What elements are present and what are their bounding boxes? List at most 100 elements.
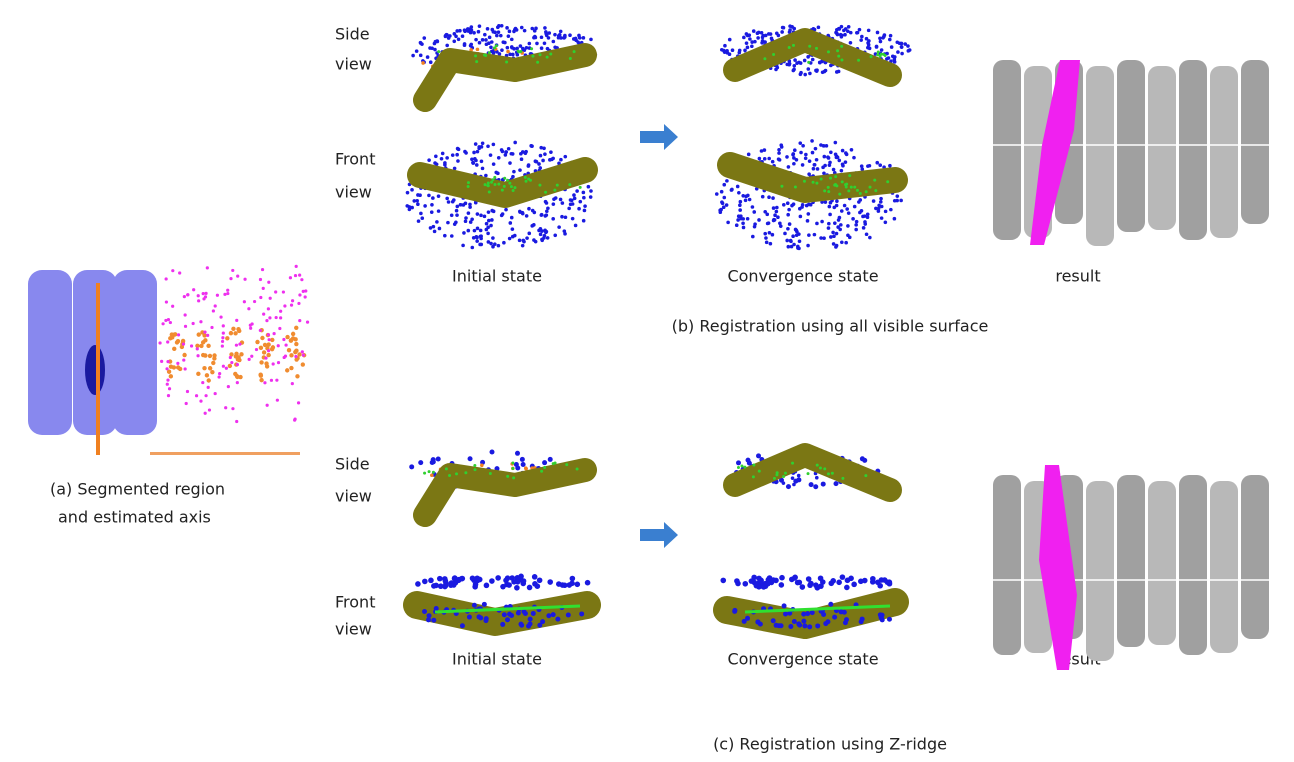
point xyxy=(547,36,551,40)
point xyxy=(874,189,877,192)
point xyxy=(543,466,546,469)
point xyxy=(532,223,536,227)
point xyxy=(777,34,781,38)
point xyxy=(282,290,285,293)
point xyxy=(514,585,520,591)
point xyxy=(294,342,298,346)
point xyxy=(452,39,456,43)
point xyxy=(799,71,803,75)
point xyxy=(842,610,847,615)
point xyxy=(489,578,495,584)
point xyxy=(455,153,459,157)
point xyxy=(884,210,888,214)
point xyxy=(208,366,212,370)
point xyxy=(247,307,250,310)
point xyxy=(489,472,492,475)
point xyxy=(772,53,775,56)
point xyxy=(846,224,850,228)
point xyxy=(582,219,586,223)
point xyxy=(807,624,812,629)
point xyxy=(840,169,844,173)
point xyxy=(780,30,784,34)
point xyxy=(807,212,811,216)
point xyxy=(815,158,819,162)
point xyxy=(475,235,479,239)
point xyxy=(294,326,298,330)
point xyxy=(534,240,538,244)
point xyxy=(848,236,852,240)
point xyxy=(546,56,549,59)
point xyxy=(728,38,732,42)
front-view-image xyxy=(405,141,592,250)
point xyxy=(833,221,837,225)
point xyxy=(506,50,510,54)
point xyxy=(487,210,491,214)
point xyxy=(505,617,510,622)
point xyxy=(806,67,810,71)
point xyxy=(518,50,521,53)
point xyxy=(527,164,531,168)
point xyxy=(438,583,444,589)
point xyxy=(587,185,591,189)
point xyxy=(473,157,477,161)
point xyxy=(539,154,543,158)
point xyxy=(250,355,253,358)
point xyxy=(889,208,893,212)
point xyxy=(291,382,294,385)
point xyxy=(505,575,511,581)
point xyxy=(763,57,766,60)
point xyxy=(844,160,848,164)
point xyxy=(223,293,226,296)
point xyxy=(815,47,818,50)
point xyxy=(765,213,769,217)
point xyxy=(406,191,410,195)
point xyxy=(853,205,857,209)
point xyxy=(253,300,256,303)
point xyxy=(421,61,425,65)
point xyxy=(726,221,730,225)
point xyxy=(196,347,199,350)
point xyxy=(491,236,495,240)
point xyxy=(452,198,456,202)
point xyxy=(507,147,511,151)
point xyxy=(792,162,796,166)
point xyxy=(510,185,513,188)
point xyxy=(854,228,858,232)
row-label: Side xyxy=(335,455,370,474)
point xyxy=(202,292,205,295)
point xyxy=(543,26,547,30)
point xyxy=(844,151,848,155)
point xyxy=(201,340,205,344)
point xyxy=(408,208,412,212)
point xyxy=(908,48,912,52)
point xyxy=(808,72,812,76)
point xyxy=(436,456,441,461)
point xyxy=(827,222,831,226)
point xyxy=(452,575,458,581)
depth-segment xyxy=(1086,66,1114,246)
point xyxy=(222,324,225,327)
point xyxy=(537,162,541,166)
point xyxy=(847,211,851,215)
point xyxy=(481,167,485,171)
point xyxy=(783,612,788,617)
point xyxy=(169,364,173,368)
point xyxy=(582,36,586,40)
point xyxy=(301,350,304,353)
point xyxy=(177,333,180,336)
point xyxy=(277,344,280,347)
point xyxy=(552,197,556,201)
point xyxy=(190,344,193,347)
point xyxy=(437,50,440,53)
point xyxy=(818,575,824,581)
point xyxy=(568,33,572,37)
point xyxy=(780,185,783,188)
side-view-image xyxy=(411,24,597,100)
point xyxy=(872,199,876,203)
point xyxy=(243,278,246,281)
point xyxy=(829,64,833,68)
point xyxy=(850,186,853,189)
point xyxy=(510,38,514,42)
point xyxy=(860,617,865,622)
point xyxy=(763,232,767,236)
